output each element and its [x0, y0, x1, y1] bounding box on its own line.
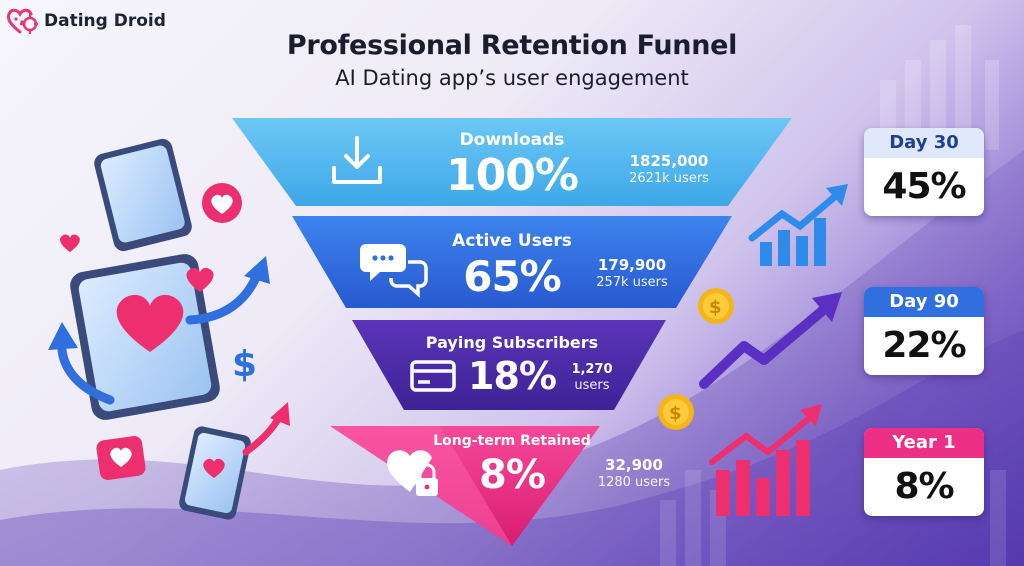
stage-label-retained: Long-term Retained — [433, 433, 591, 449]
coin-icon: $ — [698, 288, 734, 324]
retention-card-value: 45% — [882, 166, 966, 207]
heart-lock-icon — [386, 450, 438, 496]
retention-card-value: 8% — [894, 466, 954, 507]
stage-percent-active-users: 65% — [463, 252, 562, 301]
stage-stat-sub-downloads: 2621k users — [629, 170, 709, 186]
curved-arrow-right — [185, 267, 263, 325]
svg-text:$: $ — [669, 403, 682, 424]
stage-label-paying: Paying Subscribers — [425, 333, 599, 352]
chat-bubbles-icon — [360, 244, 428, 298]
pink-arrow — [242, 412, 284, 456]
download-icon — [332, 136, 382, 184]
credit-card-icon — [410, 360, 456, 392]
stage-stat-retained: 32,900 1280 users — [586, 456, 682, 491]
retention-card-period: Year 1 — [864, 428, 984, 458]
coin-icon-2: $ — [658, 394, 694, 430]
stage-stat-paying: 1,270 users — [566, 362, 618, 395]
stage-stat-main-active-users: 179,900 — [597, 256, 667, 274]
funnel-stage-paying — [352, 320, 666, 410]
retention-card-year-1: Year 1 8% — [864, 428, 984, 516]
stage-stat-main-paying: 1,270 — [571, 362, 613, 377]
stage-percent-paying: 18% — [468, 354, 557, 398]
stage-stat-sub-paying: users — [574, 378, 610, 394]
stage-percent-downloads: 100% — [446, 150, 579, 201]
stage-stat-sub-active-users: 257k users — [596, 274, 668, 290]
growth-arrow-purple — [699, 292, 842, 389]
heart-message-icon — [96, 436, 146, 480]
stage-stat-active-users: 179,900 257k users — [586, 256, 678, 291]
phone-illustration-small — [179, 426, 251, 520]
dollar-sign-icon: $ — [232, 344, 257, 385]
stage-stat-main-downloads: 1825,000 — [629, 152, 709, 170]
retention-card-value: 22% — [882, 325, 966, 366]
stage-percent-retained: 8% — [479, 452, 546, 498]
brand-name: Dating Droid — [44, 11, 166, 31]
stage-stat-downloads: 1825,000 2621k users — [614, 152, 724, 187]
small-heart-icon-2 — [186, 267, 214, 292]
phone-illustration-main — [70, 254, 220, 420]
heart-bubble-icon — [202, 183, 242, 223]
brand[interactable]: Dating Droid — [6, 8, 166, 34]
growth-chart-pink — [709, 404, 822, 516]
heart-gear-icon — [6, 8, 38, 34]
small-heart-icon — [60, 234, 80, 252]
stage-label-downloads: Downloads — [459, 130, 565, 150]
retention-card-day-30: Day 30 45% — [864, 128, 984, 216]
growth-chart-blue — [748, 184, 848, 266]
page-title: Professional Retention Funnel — [286, 30, 738, 61]
retention-card-period: Day 90 — [864, 287, 984, 317]
phone-illustration-top — [94, 138, 192, 252]
retention-card-period: Day 30 — [864, 128, 984, 158]
stage-stat-main-retained: 32,900 — [605, 456, 663, 474]
page-subtitle: AI Dating app’s user engagement — [335, 66, 689, 90]
stage-stat-sub-retained: 1280 users — [597, 474, 671, 490]
stage-label-active-users: Active Users — [452, 231, 572, 251]
retention-card-day-90: Day 90 22% — [864, 287, 984, 375]
svg-text:$: $ — [709, 297, 722, 318]
